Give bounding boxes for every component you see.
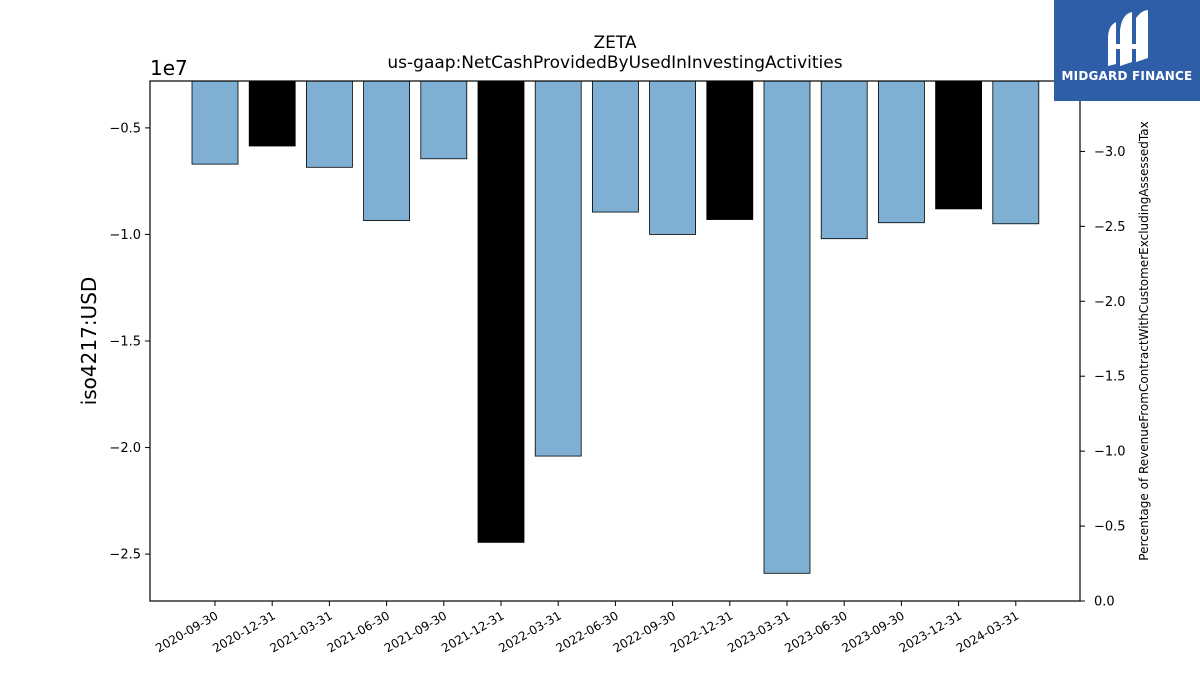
x-tick-label: 2022-12-31 bbox=[668, 608, 735, 655]
brand-logo: MIDGARD FINANCE bbox=[1054, 0, 1200, 101]
secondary-y-axis-label: Percentage of RevenueFromContractWithCus… bbox=[1137, 121, 1151, 560]
bar-2021-03-31 bbox=[305, 80, 353, 168]
y-axis-offset-label: 1e7 bbox=[150, 56, 188, 80]
y2-tick-label: −1.0 bbox=[1094, 445, 1126, 460]
bar-2021-06-30 bbox=[363, 80, 411, 221]
x-tick-label: 2021-09-30 bbox=[382, 608, 449, 655]
x-ticks-group: 2020-09-302020-12-312021-03-312021-06-30… bbox=[153, 601, 1021, 655]
bar-2020-12-31 bbox=[248, 80, 296, 147]
x-tick-label: 2022-09-30 bbox=[611, 608, 678, 655]
x-tick-label: 2023-06-30 bbox=[782, 608, 849, 655]
y2-tick-label: −1.5 bbox=[1094, 370, 1126, 385]
logo-text: MIDGARD FINANCE bbox=[1061, 69, 1193, 83]
bar-2022-09-30 bbox=[649, 80, 696, 235]
x-tick-label: 2020-09-30 bbox=[153, 608, 220, 655]
bars-group bbox=[191, 80, 1040, 574]
x-tick-label: 2020-12-31 bbox=[210, 608, 277, 655]
x-tick-label: 2022-06-30 bbox=[553, 608, 620, 655]
x-tick-label: 2021-06-30 bbox=[325, 608, 392, 655]
y-ticks-group: −0.5 −1.0 −1.5 −2.0 −2.5 bbox=[109, 121, 150, 563]
bar-2024-03-31 bbox=[992, 80, 1040, 225]
bar-2023-06-30 bbox=[820, 80, 868, 240]
x-tick-label: 2023-03-31 bbox=[725, 608, 792, 655]
x-tick-label: 2024-03-31 bbox=[954, 608, 1021, 655]
secondary-y-ticks-group: 0.0 −0.5 −1.0 −1.5 −2.0 −2.5 −3.0 bbox=[1080, 145, 1126, 610]
y-tick-label: −1.5 bbox=[109, 335, 141, 350]
chart-subtitle: us-gaap:NetCashProvidedByUsedInInvesting… bbox=[387, 53, 842, 73]
plot-frame bbox=[149, 80, 1081, 602]
bar-2022-06-30 bbox=[592, 80, 639, 213]
bar-2023-09-30 bbox=[878, 80, 925, 224]
y2-tick-label: −2.0 bbox=[1094, 295, 1126, 310]
chart-title: ZETA bbox=[593, 33, 636, 53]
x-tick-label: 2021-12-31 bbox=[439, 608, 506, 655]
x-tick-label: 2021-03-31 bbox=[267, 608, 334, 655]
y2-tick-label: −2.5 bbox=[1094, 220, 1126, 235]
bar-2023-12-31 bbox=[935, 80, 982, 210]
bar-2021-09-30 bbox=[420, 80, 468, 160]
y-tick-label: −2.5 bbox=[109, 548, 141, 563]
y2-tick-label: 0.0 bbox=[1094, 595, 1115, 610]
y-tick-label: −2.0 bbox=[109, 441, 141, 456]
x-tick-label: 2023-09-30 bbox=[839, 608, 906, 655]
y-tick-label: −1.0 bbox=[109, 228, 141, 243]
bar-2023-03-31 bbox=[763, 80, 811, 574]
x-tick-label: 2022-03-31 bbox=[496, 608, 563, 655]
y2-tick-label: −3.0 bbox=[1094, 145, 1126, 160]
bar-2020-09-30 bbox=[191, 80, 239, 165]
bar-2022-12-31 bbox=[706, 80, 754, 220]
x-tick-label: 2023-12-31 bbox=[897, 608, 964, 655]
bar-2022-03-31 bbox=[534, 80, 582, 457]
logo-icon bbox=[1108, 10, 1148, 66]
y-axis-label: iso4217:USD bbox=[77, 277, 101, 406]
y-tick-label: −0.5 bbox=[109, 121, 141, 136]
bar-2021-12-31 bbox=[477, 80, 525, 543]
y2-tick-label: −0.5 bbox=[1094, 520, 1126, 535]
